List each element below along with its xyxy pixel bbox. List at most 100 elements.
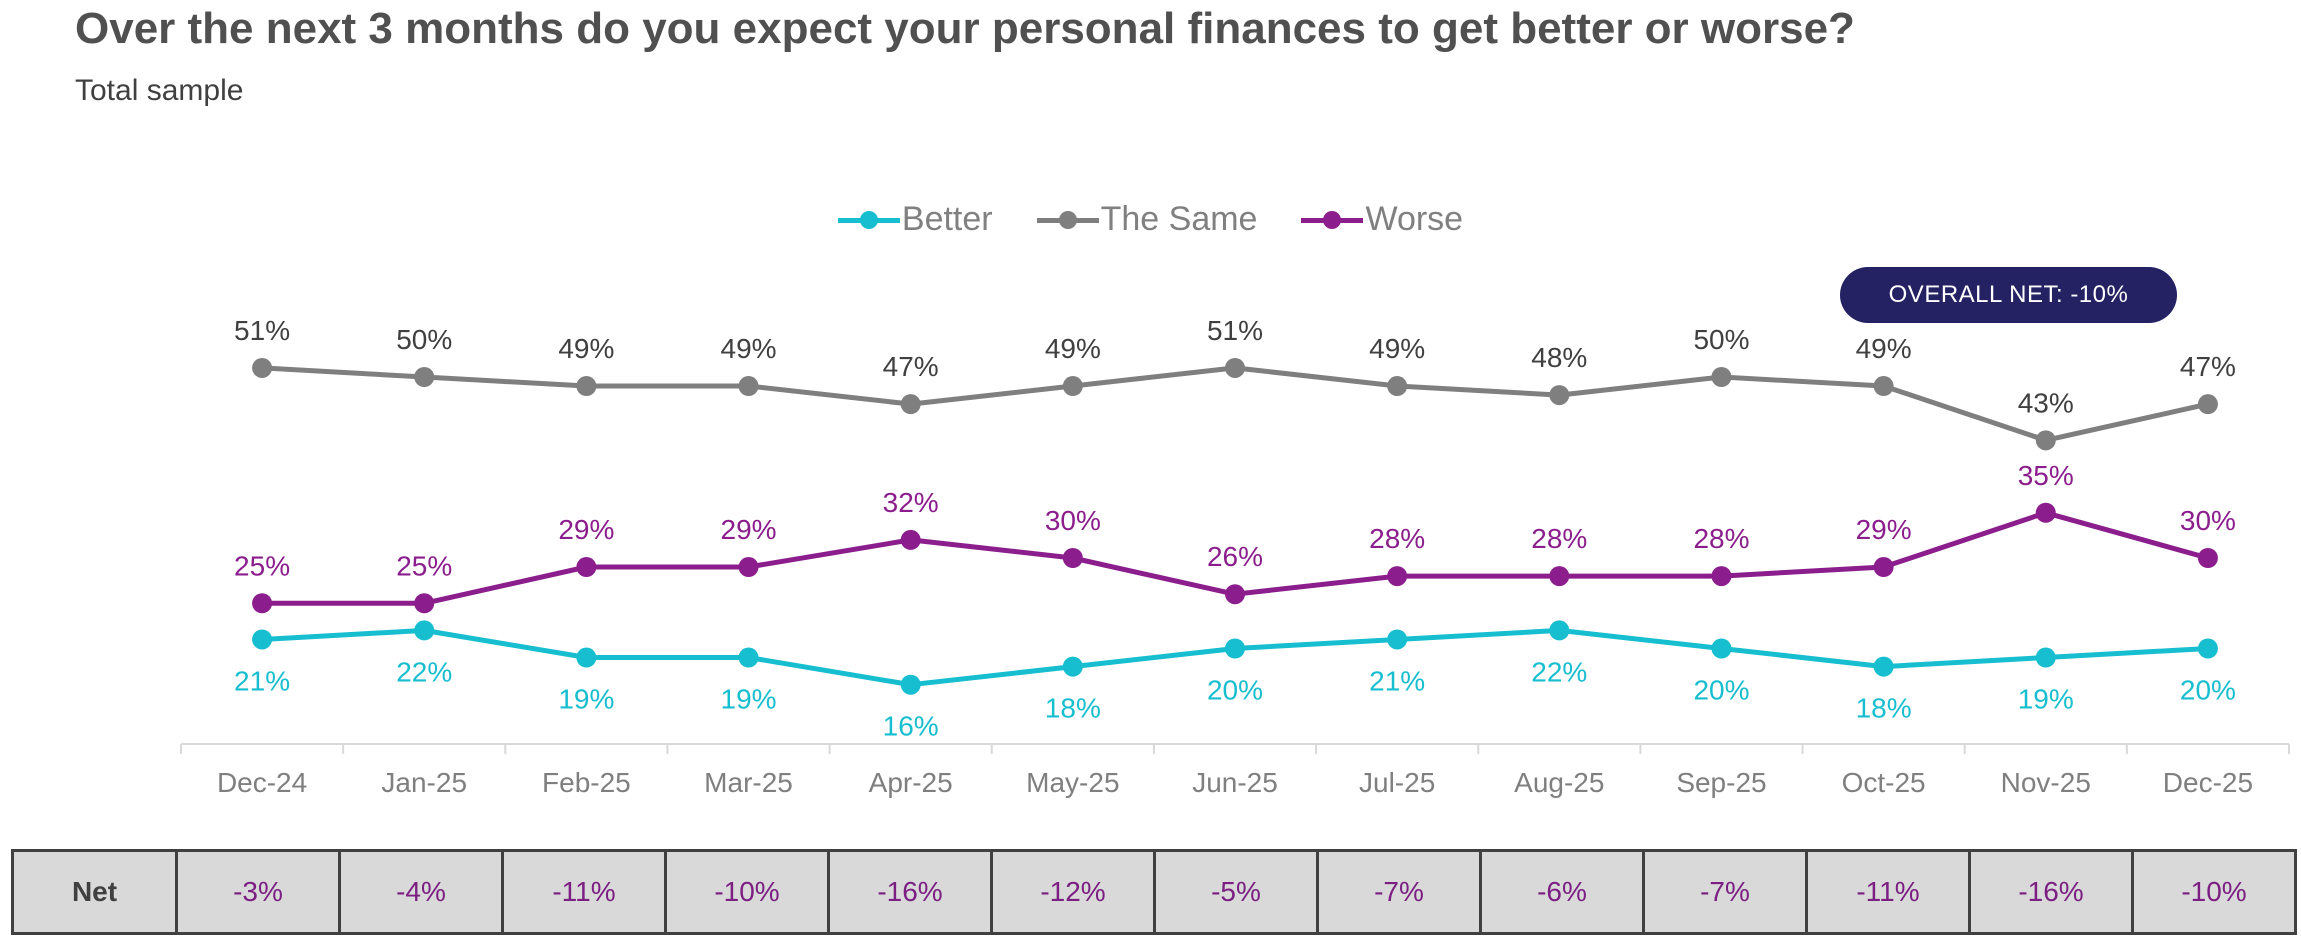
data-point-better [576, 647, 597, 668]
data-label-worse: 29% [558, 514, 614, 545]
x-tick-label: Dec-24 [217, 767, 307, 798]
data-label-better: 18% [1045, 693, 1101, 724]
data-label-the-same: 51% [1207, 315, 1263, 346]
data-label-the-same: 43% [2018, 387, 2074, 418]
overall-net-badge: OVERALL NET: -10% [1840, 267, 2177, 323]
data-label-the-same: 50% [1693, 324, 1749, 355]
net-cell: -16% [827, 849, 993, 935]
data-label-better: 20% [1693, 675, 1749, 706]
data-point-worse [1387, 566, 1408, 587]
net-cell: -4% [338, 849, 504, 935]
legend-label-worse: Worse [1365, 200, 1464, 238]
data-label-the-same: 51% [234, 315, 290, 346]
data-label-the-same: 49% [1045, 333, 1101, 364]
data-label-worse: 30% [2180, 505, 2236, 536]
data-label-better: 16% [883, 711, 939, 742]
chart-title: Over the next 3 months do you expect you… [75, 4, 1855, 53]
data-point-better [2197, 638, 2218, 659]
data-point-better [2035, 647, 2056, 668]
data-point-the-same [1549, 385, 1570, 406]
data-label-better: 20% [1207, 675, 1263, 706]
data-label-the-same: 49% [721, 333, 777, 364]
net-cell: -11% [501, 849, 667, 935]
line-chart: Dec-24 Jan-25 Feb-25 Mar-25 Apr-25 May-25 Jun-… [180, 315, 2290, 798]
net-cell: -10% [2131, 849, 2297, 935]
data-point-better [738, 647, 759, 668]
data-point-the-same [1062, 376, 1083, 397]
net-cell: -7% [1642, 849, 1808, 935]
data-label-better: 19% [2018, 684, 2074, 715]
net-cell: -5% [1153, 849, 1319, 935]
data-point-better [900, 674, 921, 695]
legend-label-the-same: The Same [1100, 200, 1258, 238]
data-point-better [252, 629, 273, 650]
data-label-worse: 29% [721, 514, 777, 545]
legend: Better The Same Worse [0, 200, 2301, 239]
legend-item-the-same: The Same [1036, 200, 1258, 239]
data-point-the-same [2035, 430, 2056, 451]
data-label-worse: 29% [1856, 514, 1912, 545]
data-point-worse [252, 593, 273, 614]
net-cell: -11% [1805, 849, 1971, 935]
data-label-better: 22% [1531, 656, 1587, 687]
data-label-the-same: 47% [883, 351, 939, 382]
data-label-worse: 26% [1207, 541, 1263, 572]
data-label-worse: 30% [1045, 505, 1101, 536]
x-tick-label: Sep-25 [1676, 767, 1766, 798]
data-label-the-same: 48% [1531, 342, 1587, 373]
x-tick-label: Oct-25 [1842, 767, 1926, 798]
data-label-the-same: 47% [2180, 351, 2236, 382]
legend-item-better: Better [837, 200, 993, 239]
data-point-better [1711, 638, 1732, 659]
x-tick-label: Jan-25 [381, 767, 467, 798]
net-cell: -7% [1316, 849, 1482, 935]
data-point-worse [900, 529, 921, 550]
data-label-better: 20% [2180, 675, 2236, 706]
legend-item-worse: Worse [1301, 200, 1463, 239]
legend-swatch-worse [1301, 207, 1364, 233]
data-label-the-same: 49% [1369, 333, 1425, 364]
x-tick-label: Nov-25 [2001, 767, 2091, 798]
data-point-better [1387, 629, 1408, 650]
net-cell: -6% [1479, 849, 1645, 935]
data-point-the-same [1711, 367, 1732, 387]
data-point-the-same [738, 376, 759, 397]
data-point-the-same [576, 376, 597, 397]
data-point-the-same [1225, 357, 1245, 378]
data-label-better: 18% [1856, 693, 1912, 724]
legend-swatch-the-same [1036, 207, 1099, 233]
data-point-the-same [900, 394, 921, 415]
data-point-better [1225, 638, 1245, 659]
data-point-worse [1062, 548, 1083, 568]
data-label-worse: 35% [2018, 460, 2074, 491]
data-point-worse [738, 557, 759, 578]
data-point-worse [576, 557, 597, 578]
data-point-the-same [414, 367, 435, 387]
net-cell: -3% [175, 849, 341, 935]
x-tick-label: Feb-25 [542, 767, 631, 798]
net-table: Net -3% -4% -11% -10% -16% -12% -5% -7% -6% -7% -1… [11, 849, 2297, 935]
data-point-worse [1711, 566, 1732, 587]
x-tick-label: Dec-25 [2163, 767, 2253, 798]
net-cell: -12% [990, 849, 1156, 935]
chart-subtitle: Total sample [75, 74, 244, 107]
data-label-worse: 28% [1693, 523, 1749, 554]
series-line-the-same [259, 365, 2211, 443]
data-point-better [1549, 620, 1570, 641]
data-point-better [1873, 656, 1894, 677]
data-label-better: 21% [234, 665, 290, 696]
data-point-worse [1549, 566, 1570, 587]
net-cell: -10% [664, 849, 830, 935]
data-label-worse: 28% [1531, 523, 1587, 554]
data-label-better: 22% [396, 656, 452, 687]
net-cell: -16% [1968, 849, 2134, 935]
data-point-worse [2197, 548, 2218, 568]
data-point-worse [1873, 557, 1894, 578]
net-row-label: Net [11, 849, 178, 935]
data-label-worse: 25% [396, 550, 452, 581]
data-point-better [1062, 656, 1083, 677]
x-tick-label: Aug-25 [1514, 767, 1604, 798]
x-tick-label: Apr-25 [869, 767, 953, 798]
x-tick-label: May-25 [1026, 767, 1119, 798]
x-tick-label: Jul-25 [1359, 767, 1435, 798]
